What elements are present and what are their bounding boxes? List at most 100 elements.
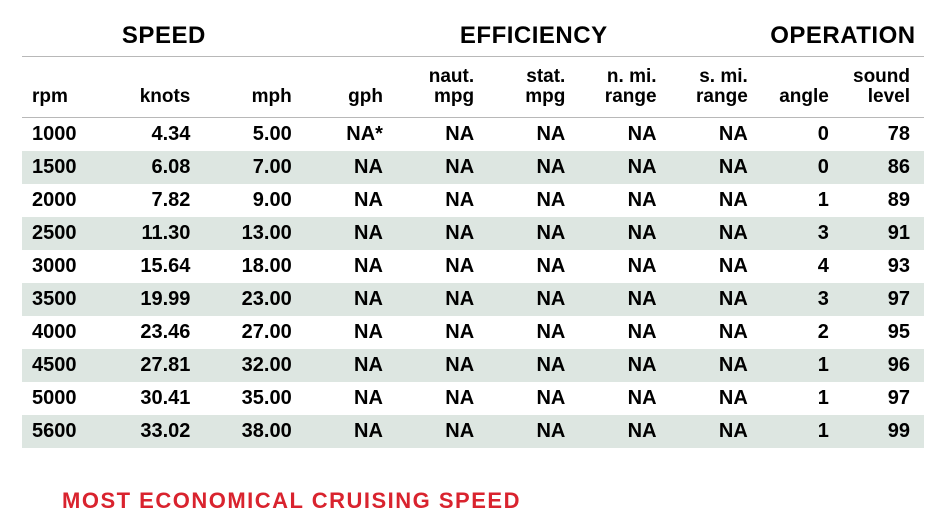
cell-rpm: 2500: [22, 217, 103, 250]
cell-sound: 96: [843, 349, 924, 382]
col-header-rpm: rpm: [22, 57, 103, 118]
col-header-sound: soundlevel: [843, 57, 924, 118]
cell-mph: 23.00: [204, 283, 305, 316]
cell-nmpg: NA: [397, 117, 488, 151]
table-row: 500030.4135.00NANANANANA197: [22, 382, 924, 415]
cell-sound: 95: [843, 316, 924, 349]
cell-nmpg: NA: [397, 217, 488, 250]
cell-gph: NA: [306, 415, 397, 448]
cell-smpg: NA: [488, 151, 579, 184]
cell-mph: 13.00: [204, 217, 305, 250]
cell-smpg: NA: [488, 217, 579, 250]
table-row: 250011.3013.00NANANANANA391: [22, 217, 924, 250]
cell-mph: 27.00: [204, 316, 305, 349]
cell-angle: 1: [762, 184, 843, 217]
cell-smpg: NA: [488, 349, 579, 382]
table-row: 300015.6418.00NANANANANA493: [22, 250, 924, 283]
cell-knots: 23.46: [103, 316, 204, 349]
table-row: 450027.8132.00NANANANANA196: [22, 349, 924, 382]
cell-gph: NA*: [306, 117, 397, 151]
cell-knots: 19.99: [103, 283, 204, 316]
cell-knots: 33.02: [103, 415, 204, 448]
col-header-smpg: stat.mpg: [488, 57, 579, 118]
col-header-nmpg: naut.mpg: [397, 57, 488, 118]
cell-sound: 99: [843, 415, 924, 448]
cell-srng: NA: [671, 217, 762, 250]
cell-rpm: 2000: [22, 184, 103, 217]
cell-smpg: NA: [488, 316, 579, 349]
cell-sound: 97: [843, 283, 924, 316]
cell-nmpg: NA: [397, 184, 488, 217]
cell-nmpg: NA: [397, 382, 488, 415]
cell-gph: NA: [306, 349, 397, 382]
cell-sound: 89: [843, 184, 924, 217]
cell-srng: NA: [671, 151, 762, 184]
cell-knots: 4.34: [103, 117, 204, 151]
cell-angle: 2: [762, 316, 843, 349]
cell-nrng: NA: [579, 151, 670, 184]
table-row: 20007.829.00NANANANANA189: [22, 184, 924, 217]
cell-gph: NA: [306, 217, 397, 250]
cell-nmpg: NA: [397, 415, 488, 448]
col-header-nrng: n. mi.range: [579, 57, 670, 118]
cell-smpg: NA: [488, 415, 579, 448]
page-wrap: SPEEDEFFICIENCYOPERATION rpmknotsmphgphn…: [0, 0, 946, 514]
cell-angle: 0: [762, 151, 843, 184]
group-header-row: SPEEDEFFICIENCYOPERATION: [22, 18, 924, 57]
cell-angle: 3: [762, 217, 843, 250]
cell-srng: NA: [671, 349, 762, 382]
table-row: 560033.0238.00NANANANANA199: [22, 415, 924, 448]
cell-nrng: NA: [579, 349, 670, 382]
cell-rpm: 4000: [22, 316, 103, 349]
cell-nrng: NA: [579, 382, 670, 415]
col-header-gph: gph: [306, 57, 397, 118]
footer-label: MOST ECONOMICAL CRUISING SPEED: [22, 488, 924, 514]
cell-srng: NA: [671, 316, 762, 349]
cell-mph: 5.00: [204, 117, 305, 151]
cell-sound: 93: [843, 250, 924, 283]
cell-srng: NA: [671, 415, 762, 448]
cell-mph: 35.00: [204, 382, 305, 415]
cell-mph: 18.00: [204, 250, 305, 283]
performance-table: SPEEDEFFICIENCYOPERATION rpmknotsmphgphn…: [22, 18, 924, 448]
cell-angle: 1: [762, 382, 843, 415]
cell-knots: 15.64: [103, 250, 204, 283]
cell-nmpg: NA: [397, 151, 488, 184]
cell-rpm: 1500: [22, 151, 103, 184]
col-header-mph: mph: [204, 57, 305, 118]
cell-gph: NA: [306, 382, 397, 415]
cell-knots: 27.81: [103, 349, 204, 382]
col-header-srng: s. mi.range: [671, 57, 762, 118]
cell-nrng: NA: [579, 217, 670, 250]
cell-gph: NA: [306, 184, 397, 217]
cell-rpm: 5600: [22, 415, 103, 448]
table-body: 10004.345.00NA*NANANANA07815006.087.00NA…: [22, 117, 924, 448]
cell-mph: 38.00: [204, 415, 305, 448]
cell-sound: 78: [843, 117, 924, 151]
cell-srng: NA: [671, 184, 762, 217]
col-header-knots: knots: [103, 57, 204, 118]
cell-nmpg: NA: [397, 349, 488, 382]
cell-rpm: 4500: [22, 349, 103, 382]
cell-gph: NA: [306, 250, 397, 283]
table-row: 10004.345.00NA*NANANANA078: [22, 117, 924, 151]
cell-nrng: NA: [579, 184, 670, 217]
cell-smpg: NA: [488, 283, 579, 316]
cell-gph: NA: [306, 283, 397, 316]
cell-srng: NA: [671, 250, 762, 283]
table-row: 15006.087.00NANANANANA086: [22, 151, 924, 184]
cell-gph: NA: [306, 316, 397, 349]
cell-mph: 9.00: [204, 184, 305, 217]
cell-angle: 0: [762, 117, 843, 151]
cell-angle: 1: [762, 349, 843, 382]
cell-rpm: 3500: [22, 283, 103, 316]
cell-smpg: NA: [488, 382, 579, 415]
cell-mph: 32.00: [204, 349, 305, 382]
cell-rpm: 1000: [22, 117, 103, 151]
cell-nrng: NA: [579, 283, 670, 316]
cell-mph: 7.00: [204, 151, 305, 184]
table-row: 400023.4627.00NANANANANA295: [22, 316, 924, 349]
cell-rpm: 5000: [22, 382, 103, 415]
cell-smpg: NA: [488, 250, 579, 283]
cell-angle: 3: [762, 283, 843, 316]
